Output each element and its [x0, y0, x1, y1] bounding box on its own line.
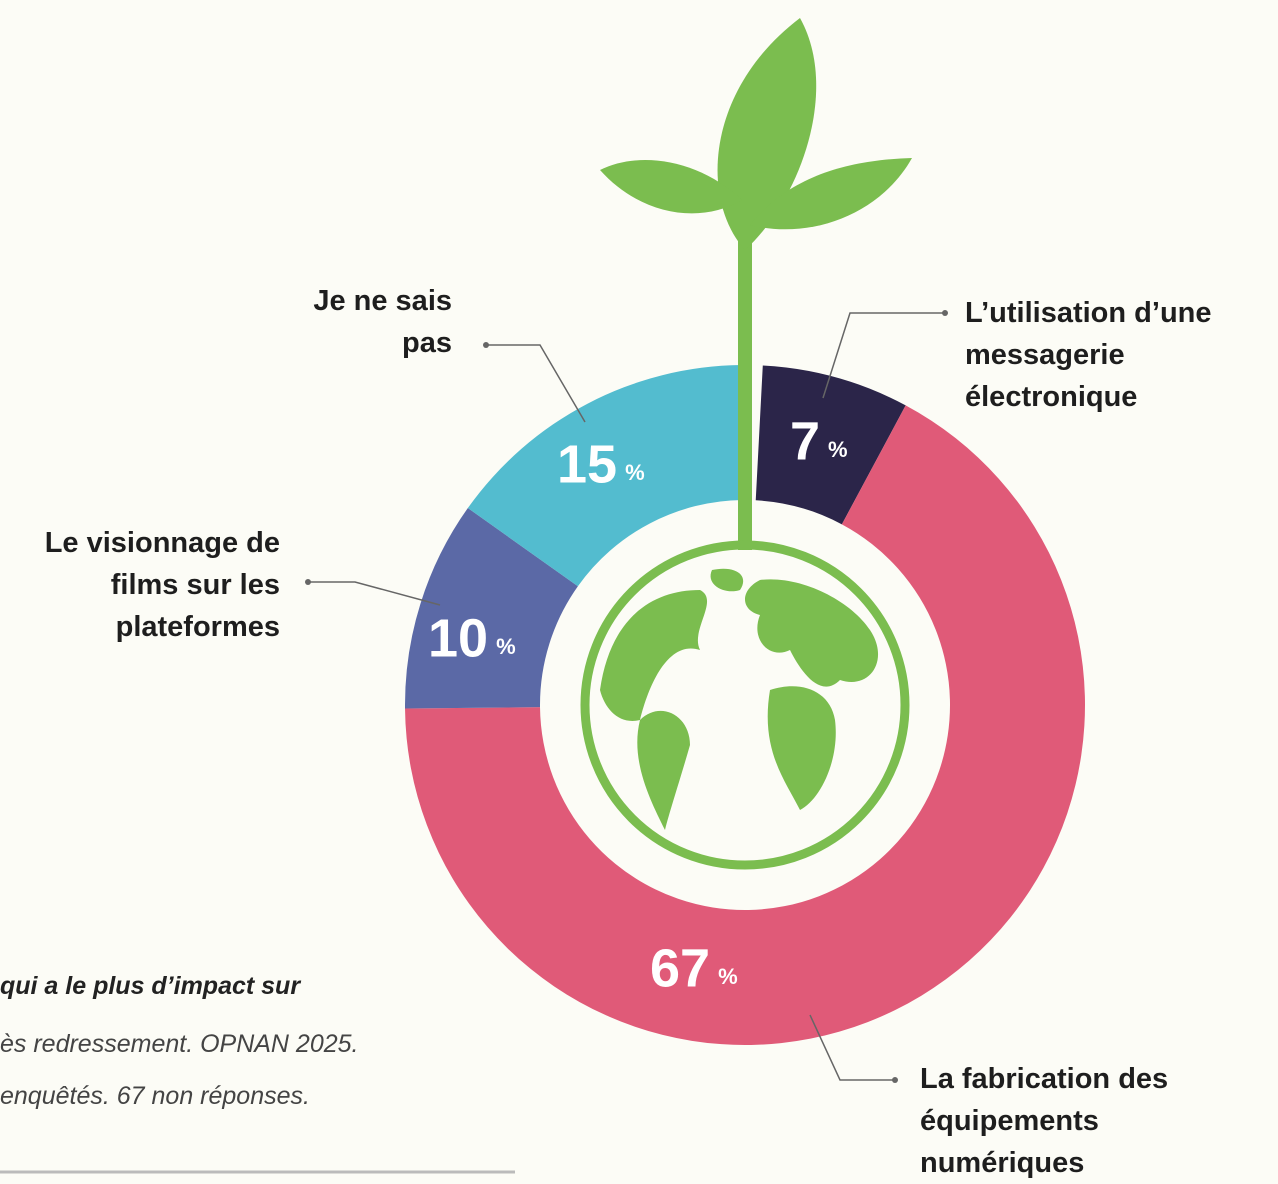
value-unit: %: [496, 634, 516, 659]
note: qui a le plus d’impact sur: [0, 972, 300, 1001]
value-unit: %: [828, 437, 848, 462]
value-unit: %: [625, 460, 645, 485]
label: L’utilisation d’une messagerie électroni…: [965, 292, 1275, 418]
value-label: 15: [557, 434, 617, 494]
label: Le visionnage de films sur les plateform…: [10, 522, 280, 648]
value-label: 67: [650, 938, 710, 998]
page: {"chart_data": {"type": "donut", "catego…: [0, 0, 1278, 1180]
globe: [585, 545, 905, 865]
note: ès redressement. OPNAN 2025.: [0, 1030, 359, 1059]
note: enquêtés. 67 non réponses.: [0, 1082, 310, 1111]
label: Je ne sais pas: [300, 280, 452, 364]
value-label: 10: [428, 608, 488, 668]
value-label: 7: [790, 411, 820, 471]
value-unit: %: [718, 964, 738, 989]
label: La fabrication des équipements numérique…: [920, 1058, 1220, 1184]
